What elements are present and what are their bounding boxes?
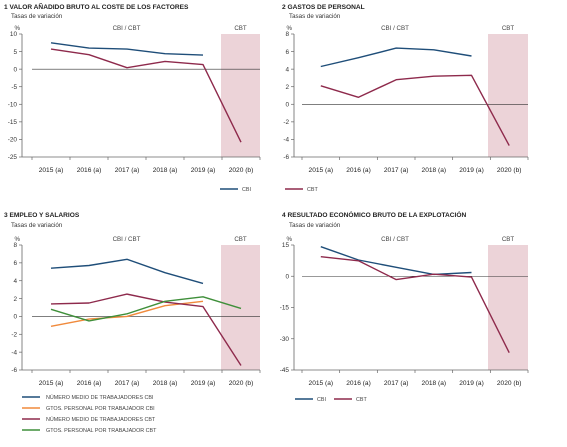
y-tick-label: 15 (282, 242, 290, 249)
x-tick-label: 2018 (a) (422, 167, 447, 174)
chart-subtitle: Tasas de variación (11, 222, 63, 229)
x-tick-label: 2019 (a) (191, 167, 216, 174)
band-label-history: CBI / CBT (113, 25, 141, 32)
y-tick-label: -2 (283, 119, 289, 126)
band-label-forecast: CBT (502, 236, 515, 243)
x-tick-label: 2017 (a) (384, 380, 409, 387)
band-label-history: CBI / CBT (113, 236, 141, 243)
series-line-2 (320, 256, 510, 354)
y-axis-unit: % (286, 236, 292, 243)
series-line-1 (320, 246, 472, 276)
series-line-4 (50, 296, 242, 322)
y-tick-label: -6 (11, 367, 17, 374)
x-tick-label: 2017 (a) (384, 167, 409, 174)
chart-subtitle: Tasas de variación (289, 13, 341, 20)
y-tick-label: 6 (13, 260, 17, 267)
y-tick-label: -15 (280, 305, 290, 312)
y-tick-label: -20 (8, 137, 18, 144)
chart-subtitle: Tasas de variación (11, 13, 63, 20)
series-line-2 (320, 74, 510, 146)
x-tick-label: 2019 (a) (191, 380, 216, 387)
chart-panel-2: 2 GASTOS DE PERSONAL Tasas de variación% C… (282, 4, 529, 193)
y-tick-label: 0 (285, 273, 289, 280)
series-line-3 (50, 293, 242, 366)
legend-label: CBI (317, 397, 326, 403)
y-axis-unit: % (14, 25, 20, 32)
y-tick-label: -30 (280, 336, 290, 343)
x-tick-label: 2020 (b) (497, 167, 522, 174)
chart-panel-1: 1 VALOR AÑADIDO BRUTO AL COSTE DE LOS FA… (4, 2, 261, 193)
band-label-history: CBI / CBT (381, 25, 409, 32)
y-tick-label: -2 (11, 331, 17, 338)
chart-title: 1 VALOR AÑADIDO BRUTO AL COSTE DE LOS FA… (4, 2, 189, 11)
y-tick-label: 4 (285, 66, 289, 73)
y-tick-label: -5 (11, 84, 17, 91)
y-tick-label: 0 (285, 101, 289, 108)
y-tick-label: 4 (13, 278, 17, 285)
forecast-band (221, 245, 260, 370)
y-tick-label: -10 (8, 101, 18, 108)
y-axis-unit: % (286, 25, 292, 32)
y-tick-label: -25 (8, 154, 18, 161)
series-line-1 (50, 258, 204, 285)
chart-panel-4: 4 RESULTADO ECONÓMICO BRUTO DE LA EXPLOT… (280, 210, 529, 403)
y-tick-label: 0 (13, 314, 17, 321)
y-axis-unit: % (14, 236, 20, 243)
x-tick-label: 2015 (a) (309, 167, 334, 174)
legend-label: GTOS. PERSONAL POR TRABAJADOR CBT (46, 428, 157, 434)
series-line-1 (320, 47, 472, 68)
x-tick-label: 2020 (b) (497, 380, 522, 387)
y-tick-label: -4 (11, 349, 17, 356)
x-tick-label: 2018 (a) (422, 380, 447, 387)
x-tick-label: 2015 (a) (309, 380, 334, 387)
y-tick-label: 2 (285, 84, 289, 91)
band-label-forecast: CBT (234, 25, 247, 32)
y-tick-label: 10 (10, 31, 18, 38)
legend-label: CBT (356, 397, 367, 403)
legend-label: CBI (242, 187, 251, 193)
x-tick-label: 2015 (a) (39, 380, 64, 387)
chart-panel-3: 3 EMPLEO Y SALARIOS Tasas de variación% CB… (4, 212, 261, 434)
y-tick-label: -4 (283, 137, 289, 144)
x-tick-label: 2016 (a) (77, 167, 102, 174)
x-tick-label: 2015 (a) (39, 167, 64, 174)
series-line-1 (50, 42, 204, 56)
y-tick-label: -45 (280, 367, 290, 374)
x-tick-label: 2017 (a) (115, 167, 140, 174)
band-label-forecast: CBT (502, 25, 515, 32)
x-tick-label: 2016 (a) (346, 167, 371, 174)
y-tick-label: 0 (13, 66, 17, 73)
band-label-forecast: CBT (234, 236, 247, 243)
chart-title: 4 RESULTADO ECONÓMICO BRUTO DE LA EXPLOT… (282, 210, 467, 219)
y-tick-label: -15 (8, 119, 18, 126)
y-tick-label: 5 (13, 49, 17, 56)
forecast-band (488, 34, 528, 157)
x-tick-label: 2016 (a) (77, 380, 102, 387)
y-tick-label: 8 (13, 242, 17, 249)
x-tick-label: 2016 (a) (346, 380, 371, 387)
y-tick-label: 2 (13, 296, 17, 303)
chart-title: 3 EMPLEO Y SALARIOS (4, 212, 80, 219)
legend-label: NÚMERO MEDIO DE TRABAJADORES CBI (46, 394, 153, 401)
chart-title: 2 GASTOS DE PERSONAL (282, 4, 365, 11)
x-tick-label: 2017 (a) (115, 380, 140, 387)
x-tick-label: 2018 (a) (153, 167, 178, 174)
legend-label: CBT (307, 187, 318, 193)
x-tick-label: 2018 (a) (153, 380, 178, 387)
x-tick-label: 2020 (b) (229, 167, 254, 174)
x-tick-label: 2020 (b) (229, 380, 254, 387)
series-line-2 (50, 48, 242, 143)
legend-label: NÚMERO MEDIO DE TRABAJADORES CBT (46, 416, 156, 423)
legend-label: GTOS. PERSONAL POR TRABAJADOR CBI (46, 406, 155, 412)
y-tick-label: 8 (285, 31, 289, 38)
forecast-band (221, 34, 260, 157)
chart-subtitle: Tasas de variación (289, 222, 341, 229)
y-tick-label: -6 (283, 154, 289, 161)
band-label-history: CBI / CBT (381, 236, 409, 243)
y-tick-label: 6 (285, 49, 289, 56)
x-tick-label: 2019 (a) (459, 380, 484, 387)
x-tick-label: 2019 (a) (459, 167, 484, 174)
